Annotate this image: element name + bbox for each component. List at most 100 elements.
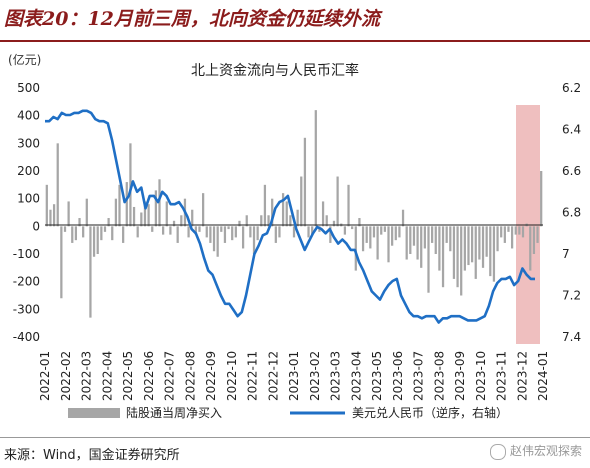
net-buy-bar — [143, 201, 147, 227]
x-tick-label: 2023-05 — [370, 351, 384, 401]
net-buy-bar — [198, 226, 201, 232]
x-tick-label: 2022-11 — [246, 351, 260, 401]
net-buy-bar — [172, 220, 176, 227]
wechat-icon — [489, 443, 506, 460]
x-tick-label: 2023-04 — [349, 351, 363, 401]
net-buy-bar — [420, 226, 423, 268]
net-buy-bar — [507, 226, 510, 232]
legend-bar-label: 陆股通当周净买入 — [126, 405, 222, 420]
net-buy-bar — [267, 215, 270, 227]
net-buy-bar — [478, 226, 481, 260]
net-buy-bar — [125, 182, 128, 227]
net-buy-bar — [176, 226, 179, 243]
net-buy-bar — [212, 226, 216, 252]
left-tick-label: 300 — [17, 136, 40, 150]
right-tick-label: 6.2 — [562, 81, 581, 95]
net-buy-bar — [510, 226, 514, 249]
net-buy-bar — [529, 226, 532, 271]
net-buy-bar — [438, 226, 441, 271]
left-tick-label: -100 — [13, 247, 40, 261]
net-buy-bar — [405, 226, 408, 260]
net-buy-bar — [71, 226, 74, 243]
bar-series — [45, 110, 543, 318]
watermark: 赵伟宏观探索 — [489, 442, 582, 460]
net-buy-bar — [49, 209, 52, 227]
x-tick-label: 2022-12 — [266, 351, 280, 401]
x-tick-label: 2022-10 — [225, 351, 239, 401]
net-buy-bar — [223, 226, 227, 243]
net-buy-bar — [63, 226, 67, 232]
net-buy-bar — [263, 184, 267, 227]
net-buy-bar — [409, 226, 412, 254]
net-buy-bar — [107, 218, 110, 227]
x-tick-label: 2022-08 — [183, 351, 197, 401]
right-tick-label: 6.8 — [562, 206, 581, 220]
x-tick-label: 2024-01 — [536, 351, 550, 401]
x-tick-label: 2023-02 — [308, 351, 322, 401]
net-buy-bar — [292, 226, 296, 238]
net-buy-bar — [296, 209, 299, 227]
net-buy-bar — [485, 226, 488, 257]
net-buy-bar — [100, 226, 103, 241]
net-buy-bar — [332, 220, 336, 227]
net-buy-bar — [78, 218, 81, 227]
net-buy-bar — [383, 226, 386, 232]
x-tick-label: 2022-07 — [163, 351, 177, 401]
net-buy-bar — [289, 215, 292, 227]
net-buy-bar — [118, 184, 121, 227]
x-tick-label: 2023-10 — [474, 351, 488, 401]
x-tick-label: 2022-04 — [100, 351, 114, 401]
net-buy-bar — [220, 226, 223, 232]
net-buy-bar — [489, 226, 492, 277]
legend-line-label: 美元兑人民币（逆序，右轴） — [352, 405, 508, 420]
net-buy-bar — [202, 193, 205, 227]
net-buy-bar — [114, 198, 118, 227]
right-tick-label: 7.4 — [562, 330, 581, 344]
net-buy-bar — [82, 226, 85, 238]
x-tick-label: 2022-09 — [204, 351, 218, 401]
net-buy-bar — [241, 226, 245, 249]
net-buy-bar — [492, 226, 496, 282]
net-buy-bar — [245, 215, 248, 227]
net-buy-bar — [481, 226, 485, 268]
net-buy-bar — [311, 226, 314, 235]
net-buy-bar — [191, 209, 194, 227]
net-buy-bar — [180, 215, 183, 227]
net-buy-bar — [260, 215, 263, 227]
net-buy-bar — [162, 226, 165, 235]
net-buy-bar — [103, 226, 107, 232]
figure-footer: 来源：Wind，国金证券研究所 赵伟宏观探索 — [0, 437, 590, 468]
net-buy-bar — [122, 226, 125, 243]
x-tick-label: 2023-08 — [432, 351, 446, 401]
right-tick-label: 7 — [562, 247, 570, 261]
net-buy-bar — [281, 193, 285, 227]
right-tick-label: 7.2 — [562, 289, 581, 303]
x-tick-label: 2023-03 — [329, 351, 343, 401]
net-buy-bar — [401, 209, 405, 227]
net-buy-bar — [238, 220, 241, 227]
net-buy-bar — [347, 184, 350, 227]
net-buy-bar — [456, 226, 459, 288]
net-buy-bar — [140, 212, 143, 227]
net-buy-bar — [187, 226, 190, 238]
net-buy-bar — [169, 226, 172, 235]
net-buy-bar — [540, 171, 543, 227]
net-buy-bar — [394, 226, 397, 241]
net-buy-bar — [234, 226, 237, 238]
x-tick-label: 2022-05 — [121, 351, 135, 401]
net-buy-bar — [158, 179, 161, 227]
net-buy-bar — [96, 226, 99, 254]
net-buy-bar — [452, 226, 456, 279]
net-buy-bar — [351, 226, 354, 230]
net-buy-bar — [321, 201, 325, 227]
right-axis: 6.2 6.4 6.6 6.8 7 7.2 7.4 — [562, 81, 581, 344]
net-buy-bar — [67, 201, 70, 227]
net-buy-bar — [434, 226, 437, 254]
net-buy-bar — [496, 226, 499, 252]
net-buy-bar — [354, 226, 357, 271]
net-buy-bar — [278, 226, 281, 238]
net-buy-bar — [514, 226, 517, 235]
chart-title: 北上资金流向与人民币汇率 — [191, 62, 359, 79]
net-buy-bar — [463, 226, 466, 271]
left-tick-label: -200 — [13, 275, 40, 289]
